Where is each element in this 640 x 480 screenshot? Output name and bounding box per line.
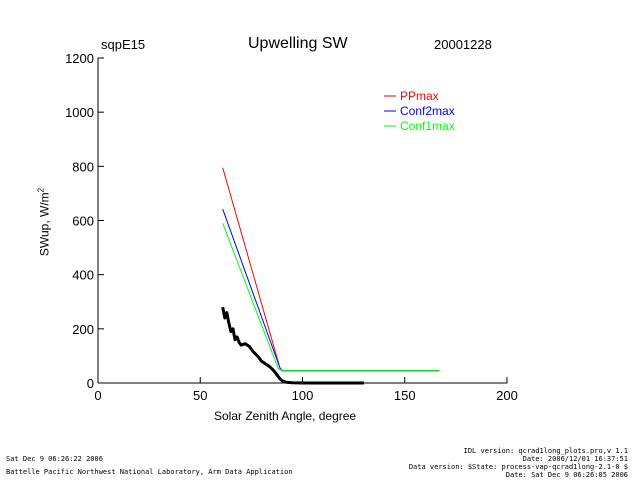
series-observed-line <box>221 306 364 385</box>
y-axis-label-main: SWup, W/m <box>37 192 52 257</box>
x-tick-label: 200 <box>496 388 518 403</box>
legend-label-conf2max: Conf2max <box>400 104 455 118</box>
site-label: sqpE15 <box>101 37 146 52</box>
date-label: 20001228 <box>434 37 492 52</box>
footer-right-line3: Data version: $State: process-vap-qcrad1… <box>408 463 628 471</box>
footer-right-line4: Date: Sat Dec 9 06:26:05 2006 <box>505 471 628 479</box>
y-tick-label: 400 <box>72 268 94 283</box>
x-axis-label: Solar Zenith Angle, degree <box>214 409 357 423</box>
footer-left-line1: Sat Dec 9 06:26:22 2006 <box>6 455 103 463</box>
x-tick-label: 100 <box>292 388 314 403</box>
y-tick-label: 200 <box>72 322 94 337</box>
series-line-conf2max <box>222 208 440 372</box>
y-tick-label: 600 <box>72 214 94 229</box>
footer-left-line2: Battelle Pacific Northwest National Labo… <box>6 468 293 476</box>
y-tick-label: 800 <box>72 159 94 174</box>
legend-label-conf1max: Conf1max <box>400 119 455 133</box>
x-tick-label: 0 <box>94 388 101 403</box>
series-line-ppmax <box>222 167 440 372</box>
legend-label-ppmax: PPmax <box>400 89 439 103</box>
footer-right-line2: Date: 2006/12/01 16:37:51 <box>522 455 628 463</box>
plot-frame: 0 50 100 150 200 0 200 400 600 800 1000 1200 <box>65 51 518 403</box>
footer-right-line1: IDL version: qcrad1long_plots.pro,v 1.1 <box>463 447 628 455</box>
chart-title: Upwelling SW <box>248 35 348 52</box>
y-tick-label: 1200 <box>65 51 94 66</box>
series-layer <box>221 167 440 385</box>
x-tick-label: 150 <box>394 388 416 403</box>
x-tick-label: 50 <box>193 388 207 403</box>
y-axis-label: SWup, W/m2 <box>37 188 52 256</box>
y-axis-label-sup: 2 <box>36 187 46 193</box>
y-tick-label: 1000 <box>65 105 94 120</box>
y-tick-label: 0 <box>87 376 94 391</box>
series-line-conf1max <box>222 223 440 372</box>
